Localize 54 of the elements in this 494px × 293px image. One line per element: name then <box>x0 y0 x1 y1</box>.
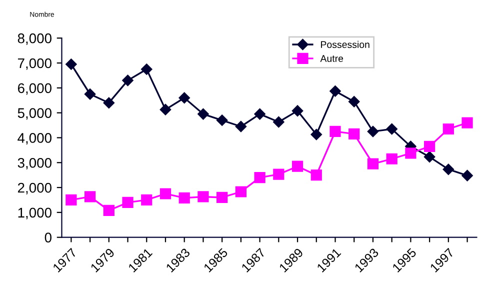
point <box>330 86 341 97</box>
point <box>66 58 77 70</box>
point <box>462 117 473 128</box>
point <box>178 92 190 104</box>
point <box>66 194 77 206</box>
point <box>424 140 436 152</box>
point <box>216 192 228 204</box>
legend-label: Autre <box>320 55 344 62</box>
point <box>367 158 379 170</box>
point <box>198 108 209 120</box>
y-tick-label: 1,000 <box>18 208 52 220</box>
y-tick-label: 0 <box>44 232 52 242</box>
point <box>367 126 379 138</box>
point <box>103 204 114 216</box>
point <box>386 153 398 164</box>
point <box>160 188 172 200</box>
point <box>141 194 152 206</box>
point <box>310 170 322 181</box>
y-tick-label: 3,000 <box>18 158 52 170</box>
point <box>84 88 96 100</box>
point <box>122 74 134 86</box>
y-tick-label: 7,000 <box>18 58 52 70</box>
point <box>442 164 454 175</box>
point <box>292 105 304 116</box>
point <box>84 191 96 202</box>
point <box>160 104 172 116</box>
legend-label: Possession <box>321 40 370 48</box>
y-tick-label: 8,000 <box>18 33 52 45</box>
point <box>235 186 246 198</box>
point <box>386 123 398 135</box>
point <box>254 172 266 184</box>
point <box>273 116 284 128</box>
point <box>178 192 190 204</box>
point <box>424 151 436 162</box>
y-tick-label: 5,000 <box>18 108 52 120</box>
point <box>462 170 473 182</box>
point <box>198 191 209 202</box>
y-tick-label: 4,000 <box>18 133 52 145</box>
point <box>273 168 284 180</box>
point <box>330 126 341 138</box>
y-tick-label: 2,000 <box>18 182 52 194</box>
point <box>442 123 454 135</box>
point <box>348 128 360 140</box>
point <box>141 64 152 75</box>
point <box>103 97 115 108</box>
point <box>348 96 360 108</box>
point <box>235 120 247 132</box>
point <box>405 148 416 159</box>
point <box>310 128 322 140</box>
point <box>292 160 304 172</box>
y-tick-label: 6,000 <box>18 83 52 95</box>
point <box>122 196 134 208</box>
point <box>216 114 228 126</box>
point <box>254 108 266 120</box>
